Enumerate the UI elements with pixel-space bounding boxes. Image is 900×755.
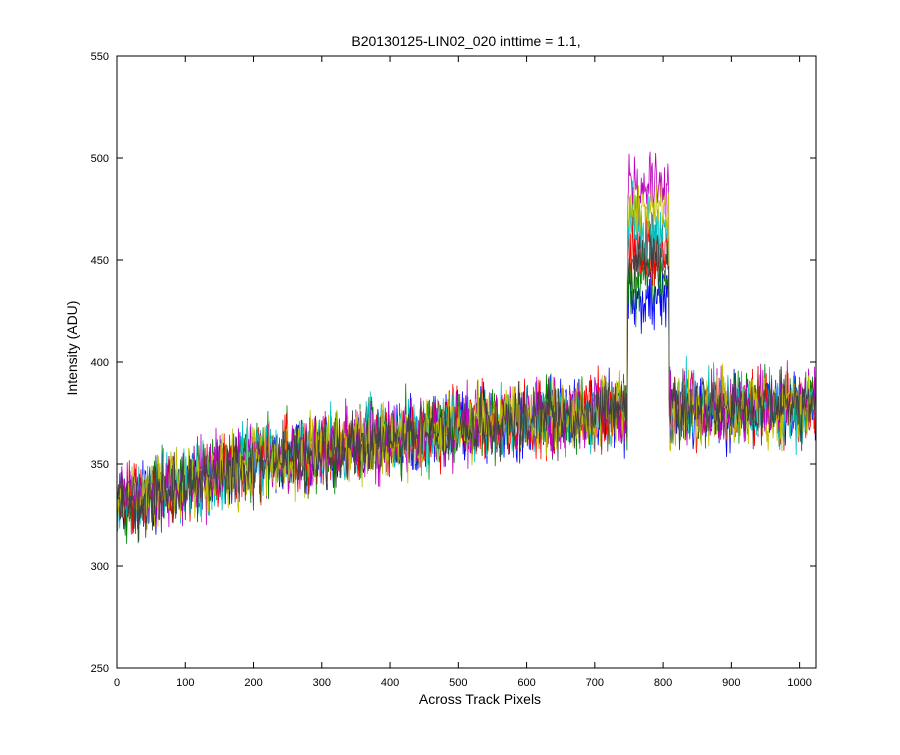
y-tick-label: 550 — [91, 51, 109, 63]
y-tick-label: 500 — [91, 153, 109, 165]
x-tick-label: 700 — [586, 677, 604, 689]
chart-title: B20130125-LIN02_020 inttime = 1.1, — [351, 33, 580, 49]
series-line — [117, 234, 816, 544]
x-tick-label: 1000 — [787, 677, 811, 689]
series-lines — [117, 151, 816, 544]
x-tick-label: 800 — [654, 677, 672, 689]
y-axis-ticks: 250 300 350 400 450 500 550 — [91, 51, 816, 675]
x-tick-label: 100 — [176, 677, 194, 689]
y-tick-label: 350 — [91, 459, 109, 471]
x-tick-label: 200 — [244, 677, 262, 689]
x-tick-label: 400 — [381, 677, 399, 689]
y-axis-label: Intensity (ADU) — [64, 301, 80, 396]
y-tick-label: 400 — [91, 357, 109, 369]
x-tick-label: 900 — [722, 677, 740, 689]
y-tick-label: 250 — [91, 663, 109, 675]
x-axis-label: Across Track Pixels — [419, 691, 541, 707]
plot-background — [117, 56, 816, 668]
x-axis-ticks: 0 100 200 300 400 500 600 700 800 900 1000 — [114, 56, 812, 689]
x-tick-label: 500 — [449, 677, 467, 689]
x-tick-label: 600 — [517, 677, 535, 689]
y-tick-label: 300 — [91, 561, 109, 573]
y-tick-label: 450 — [91, 255, 109, 267]
x-tick-label: 0 — [114, 677, 120, 689]
x-tick-label: 300 — [313, 677, 331, 689]
